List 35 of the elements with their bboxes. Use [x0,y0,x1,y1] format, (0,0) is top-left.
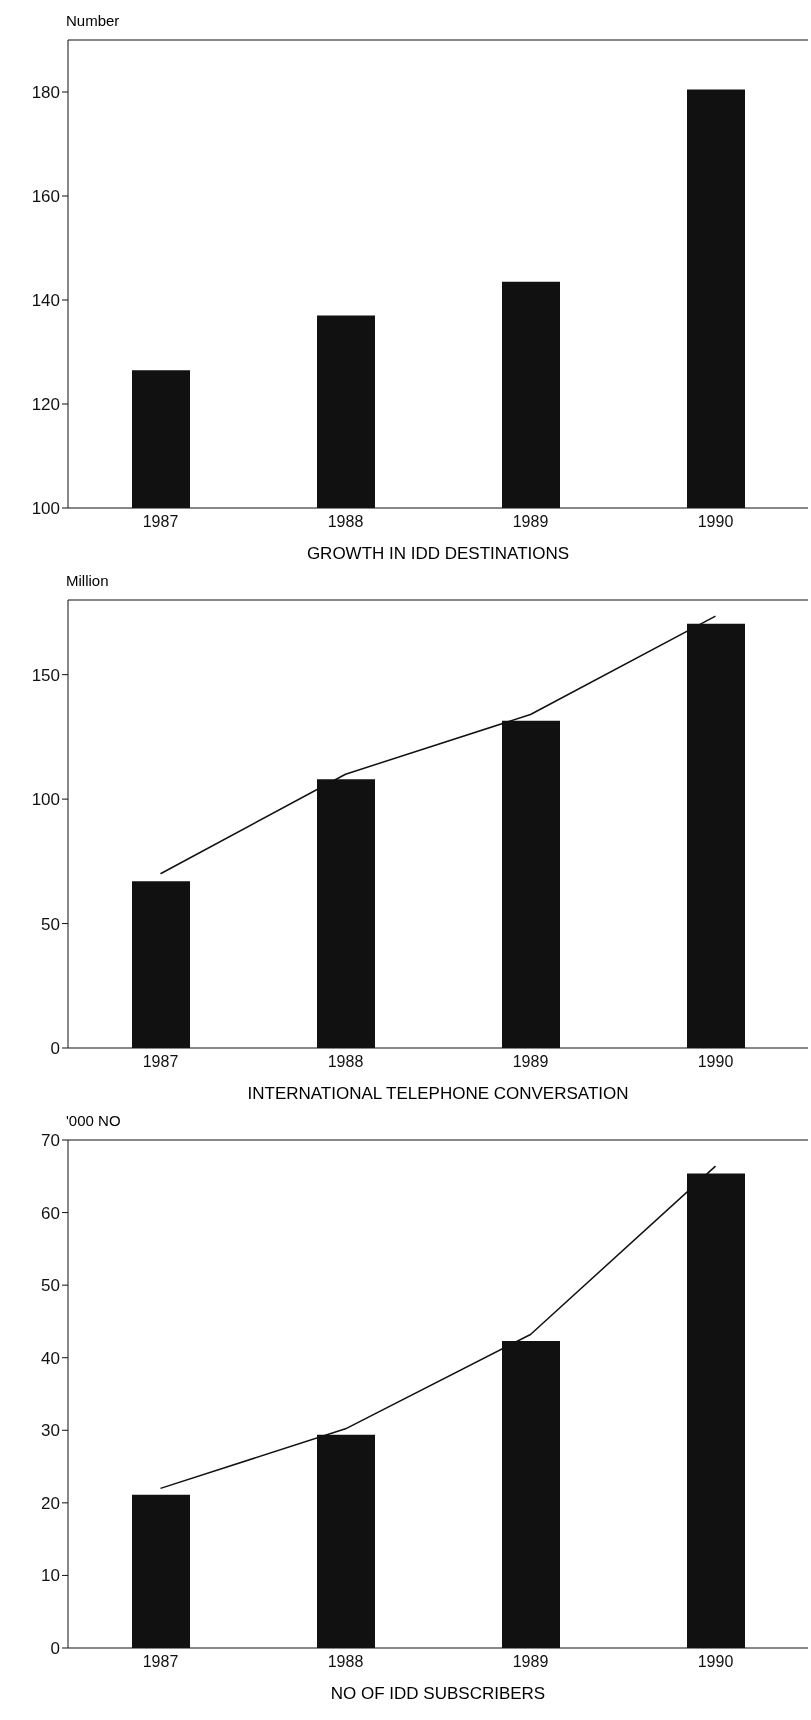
x-tick-label: 1987 [142,1653,179,1671]
y-tick-label: 140 [31,291,60,311]
y-tick-label: 50 [41,1276,60,1296]
y-tick-label: 40 [41,1348,60,1368]
x-tick-label: 1988 [327,1053,364,1071]
y-tick-label: 150 [31,665,60,685]
y-tick-label: 20 [41,1493,60,1513]
y-tick-label: 30 [41,1421,60,1441]
x-tick-label: 1988 [327,513,364,531]
y-tick-label: 160 [31,187,60,207]
y-axis-title: Number [66,12,120,29]
y-tick-label: 60 [41,1203,60,1223]
y-axis-title: '000 NO [66,1112,121,1129]
y-tick-label: 100 [31,499,60,519]
x-tick-label: 1990 [697,513,734,531]
x-tick-label: 1989 [512,513,549,531]
x-tick-label: 1988 [327,1653,364,1671]
y-tick-label: 10 [41,1566,60,1586]
y-tick-label: 0 [50,1639,60,1659]
x-tick-label: 1989 [512,1053,549,1071]
y-tick-label: 120 [31,395,60,415]
y-tick-label: 70 [41,1131,60,1151]
x-tick-label: 1987 [142,513,179,531]
x-tick-label: 1987 [142,1053,179,1071]
x-axis-title: GROWTH IN IDD DESTINATIONS [305,544,571,564]
x-tick-label: 1989 [512,1653,549,1671]
x-tick-label: 1990 [697,1053,734,1071]
x-axis-title: INTERNATIONAL TELEPHONE CONVERSATION [246,1084,630,1104]
y-axis-title: Million [66,572,109,589]
x-axis-title: NO OF IDD SUBSCRIBERS [329,1684,547,1704]
x-tick-label: 1990 [697,1653,734,1671]
y-tick-label: 0 [50,1039,60,1059]
y-tick-label: 180 [31,83,60,103]
y-tick-label: 50 [41,914,60,934]
y-tick-label: 100 [31,790,60,810]
